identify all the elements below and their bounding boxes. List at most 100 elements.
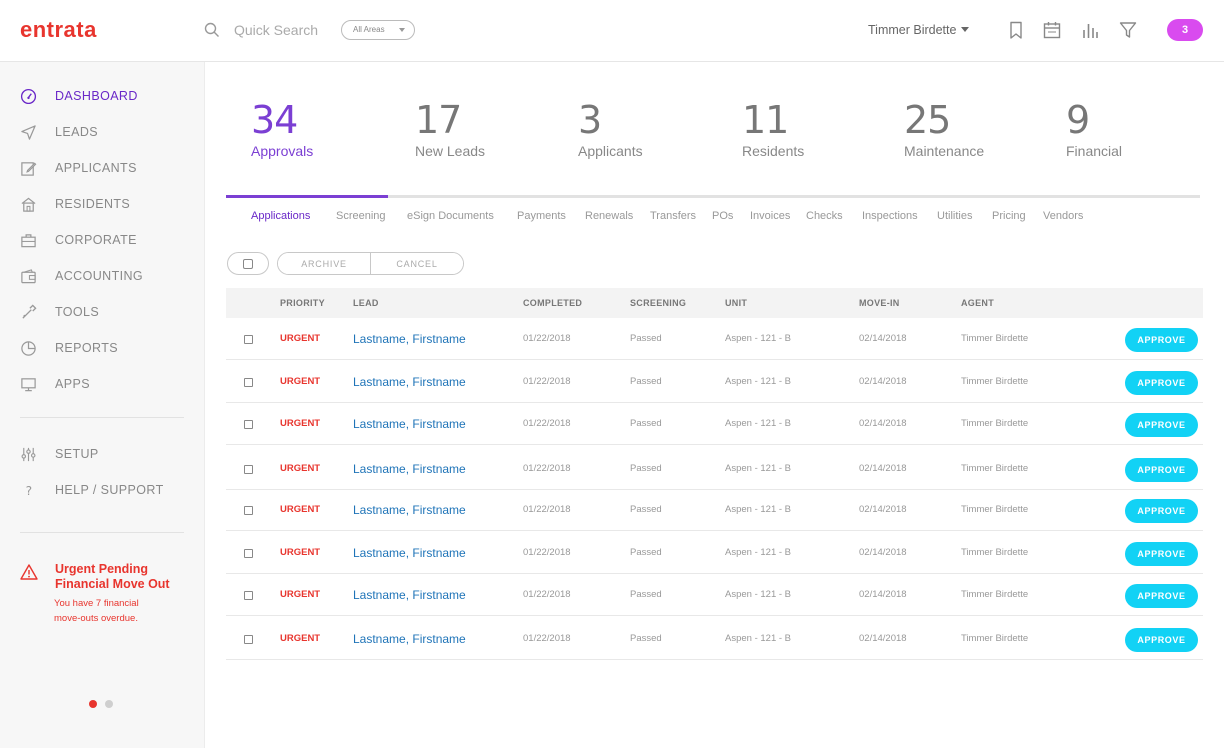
approve-button[interactable]: APPROVE — [1125, 413, 1198, 437]
lead-name-link[interactable]: Lastname, Firstname — [353, 462, 466, 476]
quick-search-input[interactable] — [234, 20, 334, 40]
lead-name-link[interactable]: Lastname, Firstname — [353, 588, 466, 602]
column-header-priority[interactable]: PRIORITY — [280, 298, 325, 308]
column-header-lead[interactable]: LEAD — [353, 298, 379, 308]
stat-residents[interactable]: 11 Residents — [742, 98, 882, 159]
approve-button[interactable]: APPROVE — [1125, 371, 1198, 395]
lead-name-link[interactable]: Lastname, Firstname — [353, 417, 466, 431]
approve-button[interactable]: APPROVE — [1125, 499, 1198, 523]
stat-applicants[interactable]: 3 Applicants — [578, 98, 718, 159]
tab-pos[interactable]: POs — [712, 210, 734, 222]
row-checkbox[interactable] — [244, 465, 253, 474]
screening-status: Passed — [630, 333, 662, 344]
tab-transfers[interactable]: Transfers — [650, 210, 697, 222]
pager-dot-active[interactable] — [89, 700, 97, 708]
entrata-logo[interactable]: entrata — [20, 17, 97, 42]
sidebar-item-reports[interactable]: REPORTS — [20, 338, 118, 358]
archive-button[interactable]: ARCHIVE — [278, 253, 371, 274]
tab-invoices[interactable]: Invoices — [750, 210, 791, 222]
stat-maintenance[interactable]: 25 Maintenance — [904, 98, 1044, 159]
stat-approvals[interactable]: 34 Approvals — [251, 98, 391, 159]
completed-date: 01/22/2018 — [523, 418, 571, 429]
approve-button[interactable]: APPROVE — [1125, 542, 1198, 566]
sidebar-item-corporate[interactable]: CORPORATE — [20, 230, 137, 250]
tab-payments[interactable]: Payments — [517, 210, 566, 222]
row-checkbox[interactable] — [244, 335, 253, 344]
unit-label: Aspen - 121 - B — [725, 633, 792, 644]
approve-button[interactable]: APPROVE — [1125, 584, 1198, 608]
stat-financial[interactable]: 9 Financial — [1066, 98, 1206, 159]
user-menu[interactable]: Timmer Birdette — [868, 23, 970, 37]
column-header-screening[interactable]: SCREENING — [630, 298, 687, 308]
agent-name: Timmer Birdette — [961, 376, 1029, 387]
column-header-move-in[interactable]: MOVE-IN — [859, 298, 900, 308]
pager-dot[interactable] — [105, 700, 113, 708]
tab-checks[interactable]: Checks — [806, 210, 843, 222]
sidebar-item-help-support[interactable]: ? HELP / SUPPORT — [20, 480, 164, 500]
notification-badge[interactable]: 3 — [1167, 19, 1203, 41]
stat-label: Financial — [1066, 143, 1123, 159]
approve-button[interactable]: APPROVE — [1125, 458, 1198, 482]
bookmark-icon[interactable] — [1006, 20, 1026, 40]
tab-vendors[interactable]: Vendors — [1043, 210, 1084, 222]
tab-applications[interactable]: Applications — [251, 210, 311, 222]
sidebar-item-apps[interactable]: APPS — [20, 374, 90, 394]
row-checkbox[interactable] — [244, 635, 253, 644]
column-header-agent[interactable]: AGENT — [961, 298, 994, 308]
calendar-icon[interactable] — [1042, 20, 1062, 40]
sidebar-divider — [20, 532, 184, 533]
column-header-completed[interactable]: COMPLETED — [523, 298, 583, 308]
sidebar-item-applicants[interactable]: APPLICANTS — [20, 158, 137, 178]
screening-status: Passed — [630, 463, 662, 474]
tab-esign-documents[interactable]: eSign Documents — [407, 210, 494, 222]
search-icon[interactable] — [204, 22, 220, 38]
lead-name-link[interactable]: Lastname, Firstname — [353, 546, 466, 560]
priority-label: URGENT — [280, 633, 321, 644]
move-in-date: 02/14/2018 — [859, 333, 907, 344]
table-row: URGENT Lastname, Firstname 01/22/2018 Pa… — [226, 448, 1203, 490]
approve-button[interactable]: APPROVE — [1125, 628, 1198, 652]
screening-status: Passed — [630, 589, 662, 600]
tab-pricing[interactable]: Pricing — [992, 210, 1026, 222]
tab-utilities[interactable]: Utilities — [937, 210, 973, 222]
column-header-unit[interactable]: UNIT — [725, 298, 748, 308]
svg-text:?: ? — [26, 484, 33, 498]
sidebar-item-accounting[interactable]: ACCOUNTING — [20, 266, 143, 286]
agent-name: Timmer Birdette — [961, 633, 1029, 644]
row-checkbox[interactable] — [244, 506, 253, 515]
lead-name-link[interactable]: Lastname, Firstname — [353, 632, 466, 646]
tab-screening[interactable]: Screening — [336, 210, 386, 222]
sidebar-item-tools[interactable]: TOOLS — [20, 302, 99, 322]
sidebar-item-leads[interactable]: LEADS — [20, 122, 98, 142]
top-header: entrata All Areas Timmer Birdette 3 — [0, 0, 1224, 62]
row-checkbox[interactable] — [244, 591, 253, 600]
stat-value: 34 — [251, 98, 298, 142]
tab-inspections[interactable]: Inspections — [862, 210, 918, 222]
area-filter-select[interactable]: All Areas — [341, 20, 415, 40]
tab-renewals[interactable]: Renewals — [585, 210, 634, 222]
cancel-button[interactable]: CANCEL — [371, 253, 463, 274]
bar-chart-icon[interactable] — [1080, 20, 1100, 40]
priority-label: URGENT — [280, 547, 321, 558]
send-icon — [21, 124, 36, 140]
sidebar-item-dashboard[interactable]: DASHBOARD — [20, 86, 138, 106]
lead-name-link[interactable]: Lastname, Firstname — [353, 332, 466, 346]
sidebar-item-residents[interactable]: RESIDENTS — [20, 194, 130, 214]
alert-message: You have 7 financial move-outs overdue. — [54, 598, 139, 624]
move-in-date: 02/14/2018 — [859, 418, 907, 429]
tools-icon — [22, 303, 37, 319]
approve-button[interactable]: APPROVE — [1125, 328, 1198, 352]
filter-icon[interactable] — [1118, 20, 1138, 40]
select-all-checkbox[interactable] — [227, 252, 269, 275]
sidebar-item-label: REPORTS — [55, 341, 118, 355]
lead-name-link[interactable]: Lastname, Firstname — [353, 375, 466, 389]
lead-name-link[interactable]: Lastname, Firstname — [353, 503, 466, 517]
stats-selection-indicator — [226, 195, 388, 198]
row-checkbox[interactable] — [244, 549, 253, 558]
table-row: URGENT Lastname, Firstname 01/22/2018 Pa… — [226, 618, 1203, 660]
stat-new-leads[interactable]: 17 New Leads — [415, 98, 555, 159]
row-checkbox[interactable] — [244, 420, 253, 429]
priority-label: URGENT — [280, 589, 321, 600]
row-checkbox[interactable] — [244, 378, 253, 387]
sidebar-item-setup[interactable]: SETUP — [20, 444, 99, 464]
